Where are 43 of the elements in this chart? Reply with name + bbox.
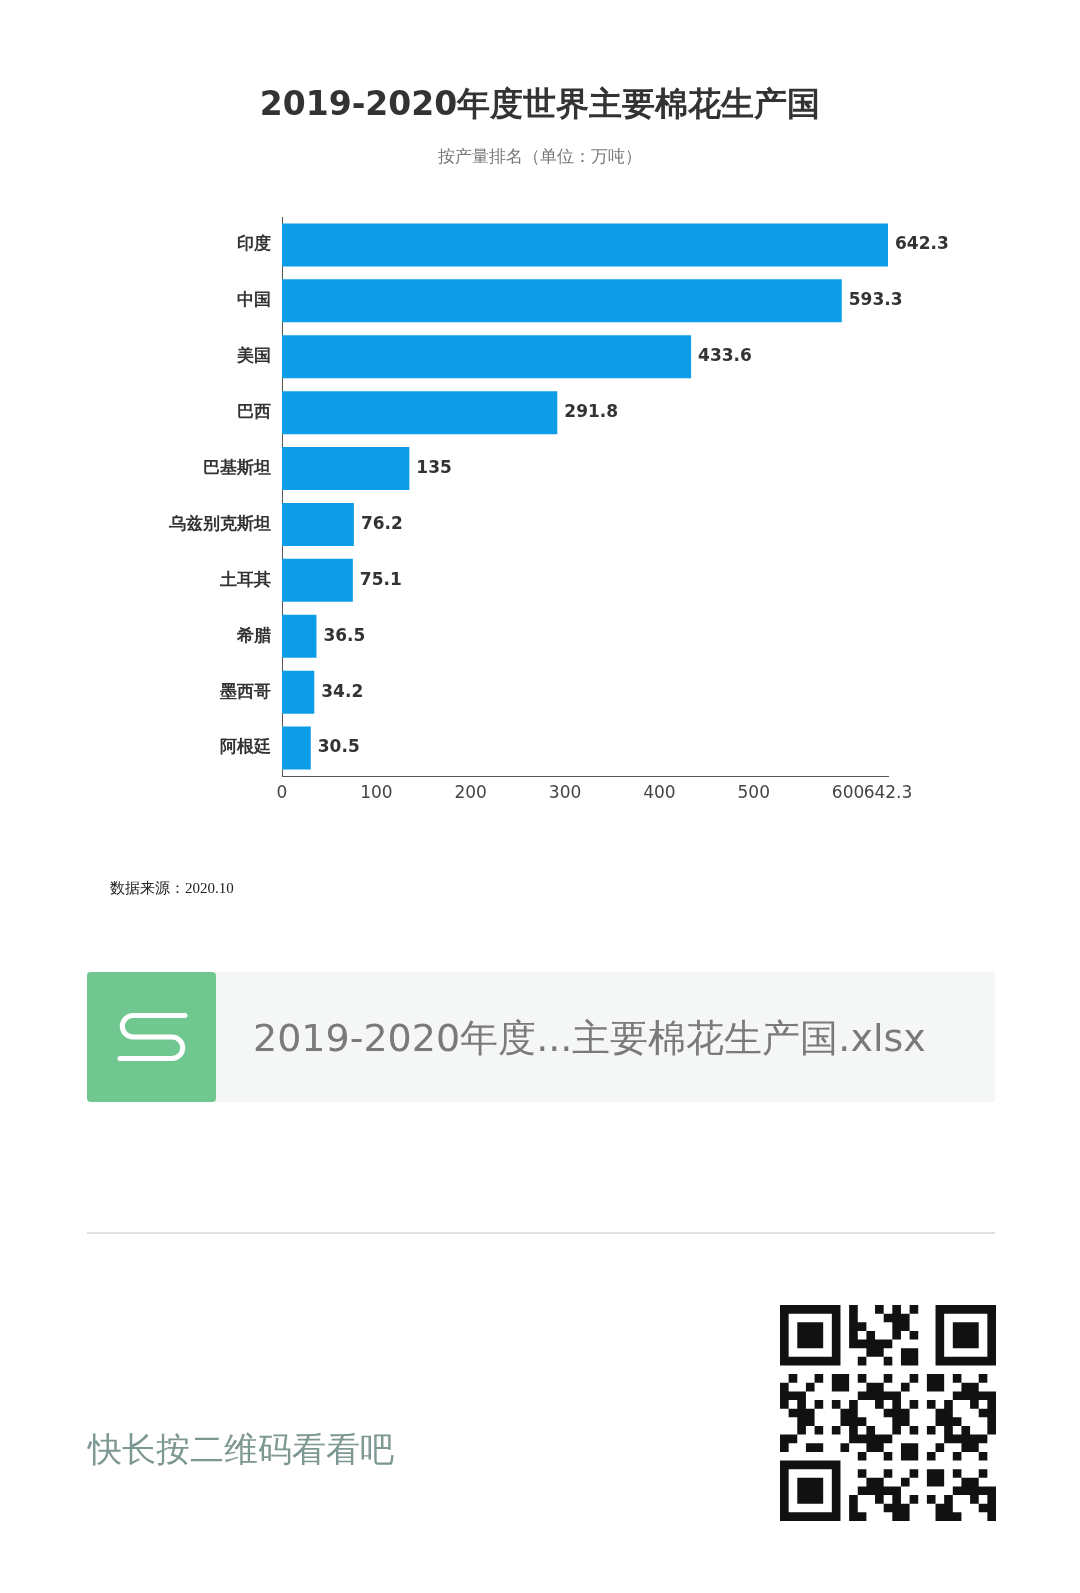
bar [282,502,354,546]
chart-title: 2019-2020年度世界主要棉花生产国 [258,84,822,124]
chart-subtitle: 按产量排名（单位：万吨） [437,145,643,167]
y-tick-label: 美国 [236,345,271,366]
bar [282,279,842,323]
bar [282,726,311,770]
data-label: 291.8 [564,401,619,422]
x-tick-label: 642.3 [863,781,913,802]
bar [282,391,558,435]
x-tick-label: 300 [548,781,582,802]
x-tick-label: 0 [276,781,288,802]
text: 快长按二维码看看吧 [88,1429,394,1469]
source-note: 数据来源：2020.10 [110,879,234,898]
y-tick-label: 巴基斯坦 [203,456,271,477]
data-label: 30.5 [317,736,360,757]
y-tick-label: 印度 [237,233,271,254]
x-tick-label: 200 [454,781,487,802]
y-tick-label: 巴西 [237,401,271,422]
data-label: 36.5 [323,624,366,645]
x-tick-label: 500 [737,781,770,802]
data-label: 135 [416,456,452,477]
y-tick-label: 乌兹别克斯坦 [168,512,271,533]
y-tick-label: 阿根廷 [220,736,271,757]
x-tick-label: 400 [643,781,676,802]
bar [282,558,353,602]
text: 2019-2020年度...主要棉花生产国.xlsx [253,1015,926,1061]
y-tick-label: 希腊 [236,624,271,645]
bar [282,223,888,267]
data-label: 75.1 [359,568,402,589]
data-label: 433.6 [698,345,752,366]
y-tick-label: 中国 [237,289,271,310]
data-label: 642.3 [895,233,949,254]
bar [282,335,692,379]
x-tick-label: 100 [360,781,393,802]
data-label: 593.3 [848,289,903,310]
y-tick-label: 墨西哥 [219,680,271,701]
data-label: 34.2 [321,680,364,701]
x-tick-label: 600 [831,781,865,802]
y-tick-label: 土耳其 [219,568,271,589]
bar [282,670,315,714]
bar [282,614,317,658]
bar [282,447,410,491]
data-label: 76.2 [360,512,403,533]
